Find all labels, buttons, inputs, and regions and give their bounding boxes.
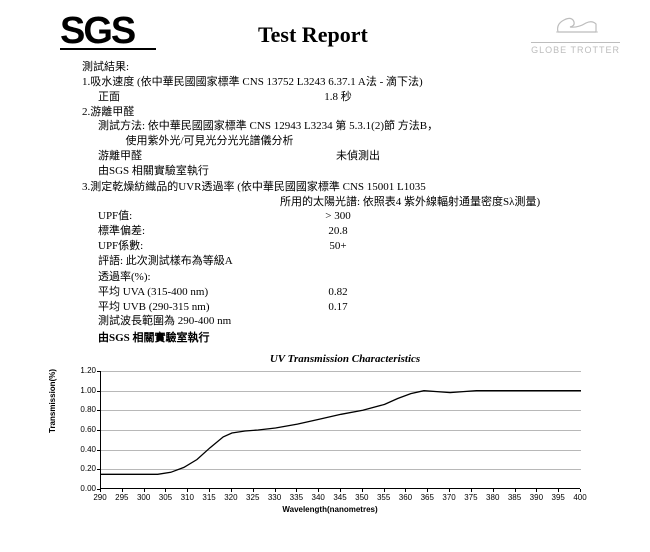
sec2-footer: 由SGS 相關實驗室執行 (98, 164, 620, 179)
xtick-label: 310 (181, 493, 194, 504)
xtick-label: 345 (333, 493, 346, 504)
ytick-label: 0.00 (70, 484, 96, 495)
xtick-label: 320 (224, 493, 237, 504)
swan-icon (531, 10, 620, 40)
globetrotter-logo: GLOBE TROTTER (531, 10, 620, 56)
sec2-method1: 測試方法: 依中華民國國家標準 CNS 12943 L3234 第 5.3.1(… (98, 119, 620, 134)
xtick-label: 370 (442, 493, 455, 504)
upf-label: UPF值: (98, 209, 288, 224)
upf-label: 標準偏差: (98, 224, 288, 239)
uva-label: 平均 UVA (315-400 nm) (98, 285, 288, 300)
sec1-face-label: 正面 (98, 90, 288, 105)
xtick-label: 360 (399, 493, 412, 504)
sec1-line1: 1.吸水速度 (依中華民國國家標準 CNS 13752 L3243 6.37.1… (82, 75, 620, 90)
report-title: Test Report (258, 20, 368, 50)
xtick-label: 290 (93, 493, 106, 504)
uv-transmission-chart: Transmission(%) Wavelength(nanometres) 0… (50, 365, 610, 520)
sec3-line1: 3.測定乾燥紡織品的UVR透過率 (依中華民國國家標準 CNS 15001 L1… (82, 180, 620, 195)
xtick-label: 390 (530, 493, 543, 504)
ytick-label: 1.20 (70, 366, 96, 377)
xtick-label: 400 (573, 493, 586, 504)
sec2-formaldehyde-value: 未偵測出 (288, 149, 428, 164)
xtick-label: 395 (551, 493, 564, 504)
ytick-label: 0.60 (70, 425, 96, 436)
ytick-label: 1.00 (70, 386, 96, 397)
xtick-label: 305 (159, 493, 172, 504)
upf-table: UPF值:> 300標準偏差:20.8UPF係數:50+ (98, 209, 620, 254)
xtick-label: 300 (137, 493, 150, 504)
sec3-footer: 由SGS 相關實驗室執行 (98, 331, 620, 346)
ytick-label: 0.40 (70, 445, 96, 456)
chart-ylabel: Transmission(%) (48, 369, 59, 433)
xtick-label: 315 (202, 493, 215, 504)
xtick-label: 335 (290, 493, 303, 504)
upf-value: > 300 (288, 209, 388, 224)
results-heading: 測試結果: (82, 60, 620, 75)
xtick-label: 365 (421, 493, 434, 504)
uvb-label: 平均 UVB (290-315 nm) (98, 300, 288, 315)
globetrotter-text: GLOBE TROTTER (531, 42, 620, 56)
uva-value: 0.82 (288, 285, 388, 300)
sec1-face-value: 1.8 秒 (288, 90, 388, 105)
sgs-underline (60, 48, 156, 50)
ytick-label: 0.20 (70, 464, 96, 475)
xtick-label: 325 (246, 493, 259, 504)
trans-heading: 透過率(%): (98, 270, 620, 285)
sec2-method2: 使用紫外光/可見光分光光譜儀分析 (98, 134, 620, 149)
ytick-label: 0.80 (70, 405, 96, 416)
sec2-formaldehyde-label: 游離甲醛 (98, 149, 288, 164)
upf-label: UPF係數: (98, 239, 288, 254)
xtick-label: 380 (486, 493, 499, 504)
xtick-label: 385 (508, 493, 521, 504)
sec3-rating: 評語: 此次測試樣布為等級A (98, 254, 620, 269)
uvb-value: 0.17 (288, 300, 388, 315)
sec2-line1: 2.游離甲醛 (82, 105, 620, 120)
chart-xlabel: Wavelength(nanometres) (50, 505, 610, 516)
xtick-label: 330 (268, 493, 281, 504)
xtick-label: 375 (464, 493, 477, 504)
xtick-label: 350 (355, 493, 368, 504)
sec3-line2: 所用的太陽光譜: 依照表4 紫外線輻射通量密度Sλ測量) (280, 195, 620, 210)
xtick-label: 295 (115, 493, 128, 504)
upf-value: 20.8 (288, 224, 388, 239)
xtick-label: 340 (311, 493, 324, 504)
xtick-label: 355 (377, 493, 390, 504)
upf-value: 50+ (288, 239, 388, 254)
wavelength-range: 測試波長範圍為 290-400 nm (98, 314, 620, 329)
